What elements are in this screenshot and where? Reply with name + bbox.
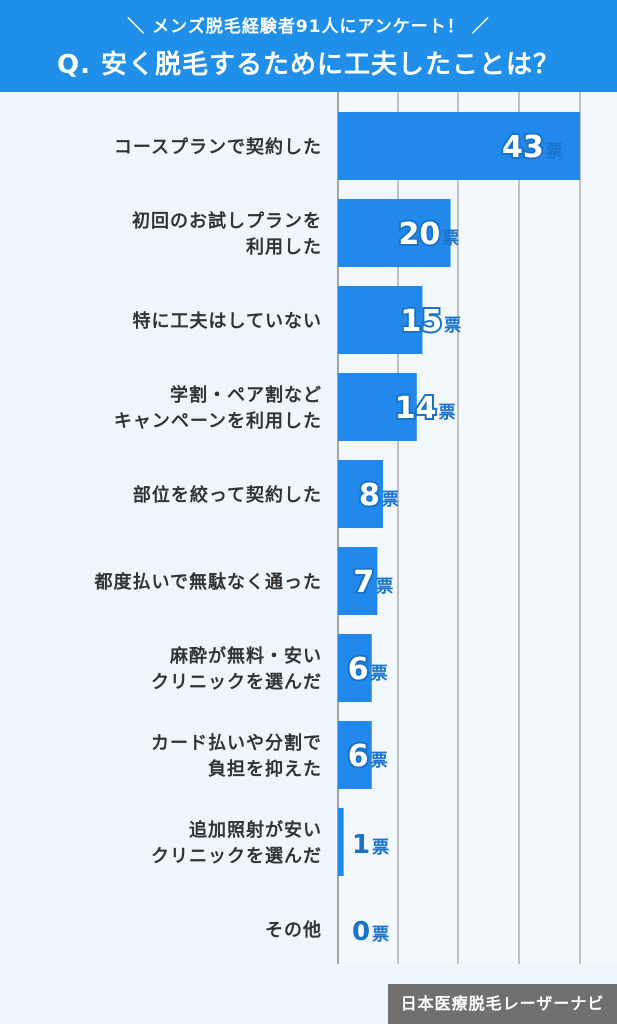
- category-label: 初回のお試しプランを: [132, 210, 322, 232]
- chart-subtitle: ＼ メンズ脱毛経験者91人にアンケート！ ／: [127, 17, 490, 37]
- data-label: 20 票: [399, 217, 460, 252]
- category-label: その他: [265, 919, 322, 941]
- category-label: 特に工夫はしていない: [133, 310, 322, 332]
- data-label: 43 票: [502, 130, 563, 165]
- data-label: 15 票: [400, 304, 461, 339]
- category-label: 追加照射が安い: [189, 819, 322, 841]
- category-label: クリニックを選んだ: [151, 672, 322, 693]
- category-label: カード払いや分割で: [151, 732, 322, 754]
- bar: [338, 373, 417, 441]
- bar: [338, 808, 344, 876]
- data-label: 14 票: [395, 391, 456, 426]
- category-label: コースプランで契約した: [114, 136, 322, 158]
- source-credit: 日本医療脱毛レーザーナビ: [388, 984, 617, 1024]
- category-label: 学割・ペア割など: [170, 384, 322, 406]
- category-label: 部位を絞って契約した: [133, 484, 322, 506]
- chart-header: ＼ メンズ脱毛経験者91人にアンケート！ ／ Q. 安く脱毛するために工夫したこ…: [0, 0, 617, 92]
- bar: [338, 721, 372, 789]
- bar: [338, 112, 580, 180]
- category-label: 麻酔が無料・安い: [169, 645, 322, 667]
- category-label: クリニックを選んだ: [151, 846, 322, 867]
- category-label: 都度払いで無駄なく通った: [94, 571, 322, 593]
- bar: [338, 199, 451, 267]
- bar: [338, 547, 378, 615]
- chart-title: Q. 安く脱毛するために工夫したことは？: [56, 50, 561, 80]
- bar: [338, 634, 372, 702]
- category-label: 利用した: [246, 236, 322, 258]
- chart-area: コースプランで契約した 43 票初回のお試しプランを利用した 20 票特に工夫はしていな…: [0, 92, 617, 1024]
- category-label: キャンペーンを利用した: [114, 410, 322, 432]
- bar: [338, 460, 384, 528]
- bar: [338, 286, 423, 354]
- category-label: 負担を抑えた: [208, 758, 322, 780]
